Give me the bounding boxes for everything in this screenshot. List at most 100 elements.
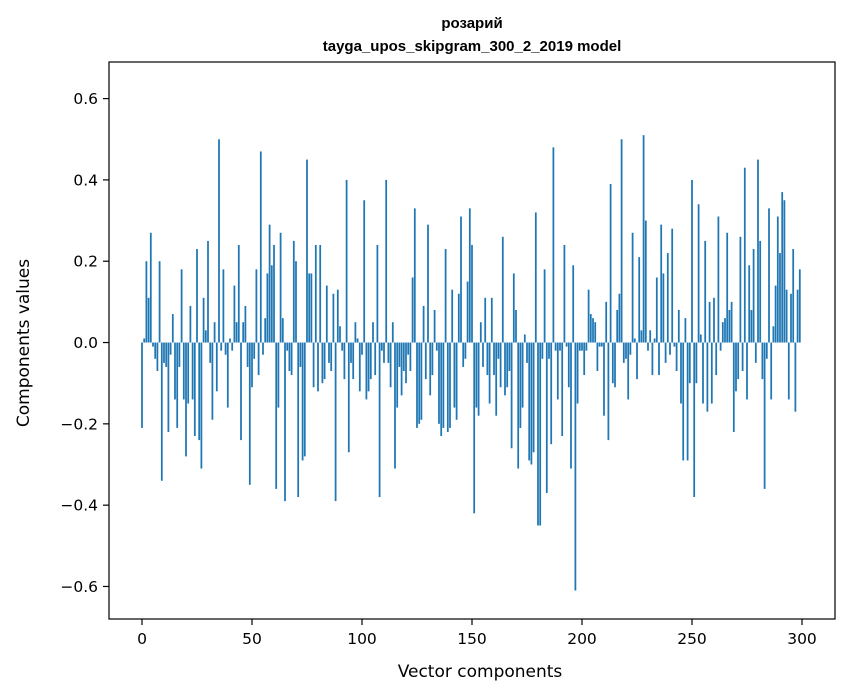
bar bbox=[504, 342, 506, 396]
bar bbox=[196, 249, 198, 343]
bar bbox=[343, 342, 346, 380]
bar bbox=[774, 285, 777, 343]
bar bbox=[616, 310, 619, 343]
bar bbox=[193, 342, 196, 437]
bar bbox=[328, 342, 330, 363]
bar bbox=[585, 342, 588, 351]
bar bbox=[312, 342, 315, 388]
bar bbox=[479, 322, 482, 343]
bar bbox=[224, 342, 227, 355]
bar bbox=[726, 232, 729, 343]
bar bbox=[471, 244, 473, 343]
bar bbox=[455, 342, 458, 420]
bar bbox=[523, 334, 526, 343]
bar bbox=[422, 305, 425, 343]
bar bbox=[266, 273, 269, 343]
bar bbox=[297, 342, 300, 498]
bar bbox=[209, 342, 212, 363]
bar bbox=[530, 342, 533, 465]
bar bbox=[460, 216, 462, 343]
bar bbox=[779, 253, 781, 343]
bar bbox=[259, 151, 262, 343]
bar bbox=[303, 342, 306, 457]
x-tick-label: 0 bbox=[137, 630, 147, 648]
y-tick-label: 0.4 bbox=[73, 171, 98, 189]
bar bbox=[552, 147, 555, 343]
bar bbox=[508, 342, 511, 371]
bar bbox=[268, 224, 271, 343]
bar bbox=[440, 342, 443, 437]
bar bbox=[180, 269, 183, 343]
bar bbox=[785, 289, 788, 343]
bar bbox=[653, 338, 656, 343]
bar bbox=[607, 342, 610, 441]
bar bbox=[717, 216, 720, 343]
bar bbox=[279, 232, 282, 343]
bar bbox=[185, 342, 187, 457]
bar bbox=[152, 342, 154, 347]
bar bbox=[202, 297, 205, 343]
bar bbox=[330, 342, 333, 371]
bar bbox=[473, 342, 476, 514]
bar bbox=[554, 342, 557, 351]
bar bbox=[704, 240, 707, 343]
bar-series bbox=[141, 135, 801, 591]
bar bbox=[493, 342, 495, 376]
bar bbox=[314, 244, 317, 343]
bar bbox=[699, 334, 702, 343]
bar bbox=[596, 342, 599, 371]
bar bbox=[669, 342, 671, 355]
bar bbox=[387, 342, 390, 363]
bar bbox=[449, 342, 451, 428]
bar bbox=[611, 342, 614, 384]
bar bbox=[253, 342, 256, 359]
bar bbox=[666, 253, 669, 343]
bar bbox=[765, 342, 768, 359]
bar bbox=[310, 273, 313, 343]
bar bbox=[233, 285, 236, 343]
bar bbox=[490, 297, 493, 343]
bar bbox=[226, 342, 229, 408]
bar bbox=[257, 342, 260, 376]
x-tick-label: 150 bbox=[457, 630, 487, 648]
bar bbox=[706, 342, 709, 412]
bar bbox=[187, 342, 190, 404]
bar bbox=[761, 342, 764, 380]
bar bbox=[453, 342, 456, 408]
bar bbox=[336, 289, 339, 343]
bar bbox=[625, 342, 627, 359]
bar bbox=[147, 297, 150, 343]
bar bbox=[680, 342, 682, 404]
bar bbox=[398, 342, 401, 367]
bar bbox=[178, 342, 181, 367]
bar bbox=[737, 342, 740, 380]
y-tick-label: −0.2 bbox=[60, 415, 98, 433]
bar bbox=[627, 342, 630, 400]
bar bbox=[457, 293, 460, 343]
bar bbox=[638, 257, 641, 343]
bar bbox=[770, 342, 773, 400]
bar bbox=[350, 342, 352, 363]
bar bbox=[376, 244, 379, 343]
bar bbox=[732, 342, 735, 432]
bar bbox=[218, 139, 220, 343]
bar bbox=[429, 342, 432, 396]
bar bbox=[752, 249, 755, 343]
bar bbox=[488, 342, 491, 404]
bar bbox=[141, 342, 143, 428]
bar bbox=[156, 342, 159, 371]
bar bbox=[695, 342, 698, 384]
bar bbox=[746, 342, 748, 400]
bar bbox=[644, 220, 647, 343]
bar bbox=[691, 179, 693, 343]
bar bbox=[787, 342, 790, 400]
bar bbox=[372, 322, 374, 343]
bar bbox=[244, 305, 247, 343]
bar bbox=[713, 297, 715, 343]
bar bbox=[614, 342, 616, 388]
bar bbox=[288, 342, 291, 371]
bar bbox=[220, 342, 223, 351]
bar bbox=[515, 310, 517, 343]
bar bbox=[796, 289, 799, 343]
bar bbox=[174, 342, 176, 400]
